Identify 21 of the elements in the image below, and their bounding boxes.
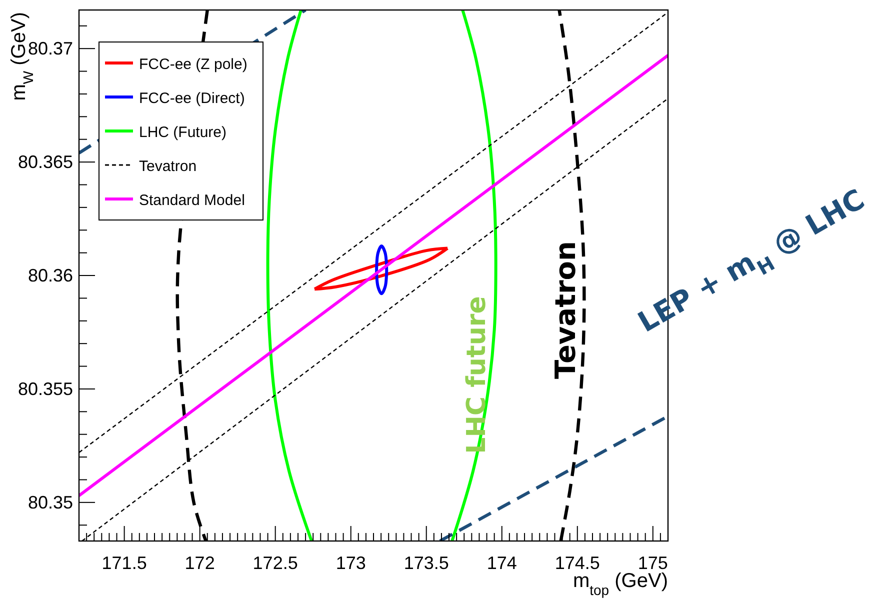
- legend-label: FCC-ee (Z pole): [139, 56, 248, 73]
- x-tick-label: 174: [486, 553, 517, 573]
- legend-label: FCC-ee (Direct): [139, 90, 245, 107]
- x-tick-label: 173.5: [404, 553, 449, 573]
- annotation: Tevatron: [548, 241, 582, 379]
- y-tick-label: 80.37: [28, 38, 73, 59]
- x-tick-label: 173: [336, 553, 366, 573]
- legend-label: Standard Model: [139, 192, 245, 209]
- y-tick-label: 80.355: [18, 378, 73, 399]
- legend-label: Tevatron: [139, 158, 197, 175]
- x-tick-label: 171.5: [102, 553, 147, 573]
- y-tick-label: 80.35: [28, 492, 73, 512]
- x-tick-label: 172.5: [252, 553, 298, 573]
- x-tick-label: 172: [184, 553, 215, 573]
- legend-label: LHC (Future): [139, 124, 227, 141]
- x-tick-label: 174.5: [554, 553, 600, 573]
- y-tick-label: 80.365: [18, 152, 73, 172]
- annotation: LHC future: [462, 296, 492, 454]
- y-tick-label: 80.36: [28, 266, 73, 286]
- x-axis-title: m$_{top}$ (GeV): [572, 570, 668, 598]
- x-tick-label: 175: [638, 553, 668, 573]
